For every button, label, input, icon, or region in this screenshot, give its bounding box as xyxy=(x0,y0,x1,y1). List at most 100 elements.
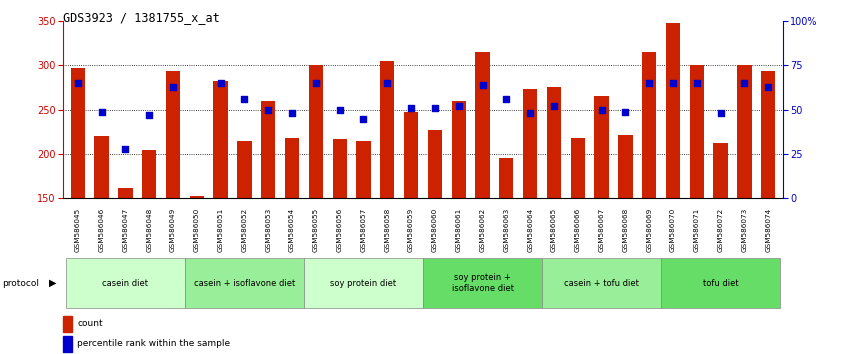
Text: GSM586062: GSM586062 xyxy=(480,208,486,252)
Text: GSM586059: GSM586059 xyxy=(408,208,414,252)
Text: GSM586049: GSM586049 xyxy=(170,208,176,252)
Text: GSM586056: GSM586056 xyxy=(337,208,343,252)
Point xyxy=(261,107,275,113)
Text: GSM586074: GSM586074 xyxy=(766,208,772,252)
Text: GSM586052: GSM586052 xyxy=(241,208,247,252)
Bar xyxy=(118,188,133,198)
Bar xyxy=(661,258,780,308)
Text: ▶: ▶ xyxy=(49,278,57,288)
Point xyxy=(285,110,299,116)
Text: casein diet: casein diet xyxy=(102,279,148,288)
Point xyxy=(166,84,179,90)
Point xyxy=(667,80,680,86)
Bar xyxy=(689,65,704,198)
Text: GSM586071: GSM586071 xyxy=(694,208,700,252)
Text: GSM586067: GSM586067 xyxy=(599,208,605,252)
Bar xyxy=(304,258,423,308)
Bar xyxy=(713,143,728,198)
Point xyxy=(642,80,656,86)
Bar xyxy=(213,81,228,198)
Bar xyxy=(190,195,204,198)
Text: GSM586070: GSM586070 xyxy=(670,208,676,252)
Point xyxy=(381,80,394,86)
Text: GSM586064: GSM586064 xyxy=(527,208,533,252)
Bar xyxy=(142,150,157,198)
Text: GSM586050: GSM586050 xyxy=(194,208,200,252)
Text: tofu diet: tofu diet xyxy=(703,279,739,288)
Point xyxy=(238,96,251,102)
Text: casein + tofu diet: casein + tofu diet xyxy=(564,279,639,288)
Text: GSM586047: GSM586047 xyxy=(123,208,129,252)
Point xyxy=(524,110,537,116)
Bar xyxy=(475,52,490,198)
Text: GSM586065: GSM586065 xyxy=(551,208,557,252)
Bar xyxy=(666,23,680,198)
Text: GSM586060: GSM586060 xyxy=(432,208,438,252)
Bar xyxy=(452,101,466,198)
Text: soy protein +
isoflavone diet: soy protein + isoflavone diet xyxy=(452,274,514,293)
Point xyxy=(357,116,371,121)
Point xyxy=(475,82,489,88)
Bar xyxy=(542,258,661,308)
Point xyxy=(547,103,561,109)
Bar xyxy=(185,258,304,308)
Point xyxy=(95,109,108,114)
Bar xyxy=(332,139,347,198)
Bar xyxy=(618,135,633,198)
Point xyxy=(595,107,608,113)
Bar xyxy=(63,336,72,352)
Text: GSM586046: GSM586046 xyxy=(98,208,105,252)
Bar xyxy=(63,316,72,332)
Text: GSM586072: GSM586072 xyxy=(717,208,723,252)
Bar xyxy=(547,87,561,198)
Bar xyxy=(237,141,251,198)
Bar xyxy=(166,71,180,198)
Point xyxy=(452,103,465,109)
Bar xyxy=(285,138,299,198)
Bar xyxy=(404,112,418,198)
Bar xyxy=(761,71,776,198)
Text: percentile rank within the sample: percentile rank within the sample xyxy=(77,339,230,348)
Text: GSM586051: GSM586051 xyxy=(217,208,223,252)
Bar xyxy=(356,141,371,198)
Text: soy protein diet: soy protein diet xyxy=(331,279,397,288)
Text: casein + isoflavone diet: casein + isoflavone diet xyxy=(194,279,295,288)
Point xyxy=(738,80,751,86)
Bar xyxy=(95,136,108,198)
Point xyxy=(309,80,322,86)
Text: GSM586061: GSM586061 xyxy=(456,208,462,252)
Text: GSM586073: GSM586073 xyxy=(741,208,748,252)
Text: GDS3923 / 1381755_x_at: GDS3923 / 1381755_x_at xyxy=(63,11,220,24)
Bar xyxy=(423,258,542,308)
Text: GSM586066: GSM586066 xyxy=(574,208,580,252)
Point xyxy=(332,107,346,113)
Text: GSM586057: GSM586057 xyxy=(360,208,366,252)
Text: GSM586045: GSM586045 xyxy=(74,208,80,252)
Text: GSM586069: GSM586069 xyxy=(646,208,652,252)
Point xyxy=(761,84,775,90)
Point xyxy=(142,112,156,118)
Bar xyxy=(523,88,537,198)
Bar xyxy=(738,65,751,198)
Point xyxy=(118,146,132,152)
Bar xyxy=(66,258,185,308)
Bar xyxy=(571,138,585,198)
Text: GSM586063: GSM586063 xyxy=(503,208,509,252)
Bar xyxy=(428,130,442,198)
Point xyxy=(618,109,632,114)
Text: GSM586055: GSM586055 xyxy=(313,208,319,252)
Point xyxy=(690,80,704,86)
Bar xyxy=(642,52,656,198)
Text: GSM586068: GSM586068 xyxy=(623,208,629,252)
Text: protocol: protocol xyxy=(2,279,39,288)
Text: GSM586058: GSM586058 xyxy=(384,208,390,252)
Point xyxy=(404,105,418,111)
Text: GSM586054: GSM586054 xyxy=(289,208,295,252)
Bar xyxy=(309,65,323,198)
Bar xyxy=(595,97,609,198)
Text: GSM586053: GSM586053 xyxy=(266,208,272,252)
Bar xyxy=(499,159,514,198)
Point xyxy=(714,110,728,116)
Text: count: count xyxy=(77,319,103,329)
Point xyxy=(214,80,228,86)
